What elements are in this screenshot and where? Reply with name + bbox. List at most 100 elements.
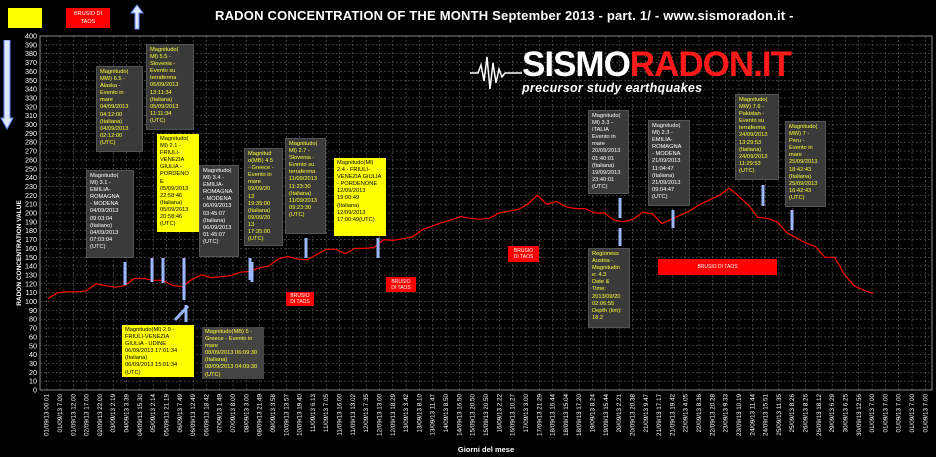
x-tick-label: 13/09/13 8.10: [416, 394, 423, 433]
x-tick-label: 16/09/13 10.27: [510, 394, 517, 437]
x-tick-label: 12/09/13 7.35: [363, 394, 370, 433]
y-tick-label: 260: [25, 155, 37, 164]
y-tick-label: 250: [25, 164, 37, 173]
brusio-marker: BRUSIO DI TAOS: [508, 246, 539, 262]
brusio-marker: BRUSIO DI TAOS: [286, 292, 314, 306]
y-tick-label: 340: [25, 85, 37, 94]
x-tick-label: 23/09/13 10.19: [736, 394, 743, 437]
y-tick-label: 220: [25, 191, 37, 200]
x-tick-label: 06/09/13 7.49: [177, 394, 184, 433]
x-tick-label: 02/09/13 22.00: [97, 394, 104, 437]
y-tick-label: 290: [25, 129, 37, 138]
y-tick-label: 310: [25, 111, 37, 120]
annotation-box: Magnitudo( MW) 7 - Peru - Evento in mare…: [785, 121, 826, 207]
annotation-box: Magnitudo( Ml) 3.4 - EMILIA- ROMAGNA - M…: [199, 165, 239, 257]
x-tick-label: 01/09/13 00.01: [44, 394, 51, 437]
y-tick-label: 40: [29, 350, 37, 359]
y-tick-label: 100: [25, 297, 37, 306]
x-tick-label: 13/09/13 11.47: [430, 394, 437, 436]
seismograph-icon: [470, 56, 522, 90]
logo-part-sismo: SISMO: [522, 45, 631, 84]
logo-subtitle: precursor study earthquakes: [522, 81, 703, 95]
y-tick-label: 180: [25, 226, 37, 235]
y-tick-label: 10: [29, 377, 37, 386]
y-tick-label: 380: [25, 49, 37, 58]
x-tick-label: 19/09/13 15.44: [603, 394, 610, 437]
annotation-box: Magnitudo( Ml) 3.1 - EMILIA- ROMAGNA - M…: [86, 170, 134, 258]
x-tick-label: 11/09/13 13.02: [350, 394, 357, 436]
annotation-box: Magnitudo(Ml) 2.9 - FRIULI-VENEZIA GIULI…: [122, 325, 194, 377]
y-tick-label: 330: [25, 93, 37, 102]
x-tick-label: 11/09/13 7.05: [323, 394, 330, 433]
brusio-marker: BRUSIO DI TAOS: [386, 277, 416, 292]
y-tick-label: 280: [25, 138, 37, 147]
pointer-arrow: [173, 304, 190, 322]
y-tick-label: 400: [25, 32, 37, 41]
annotation-box: Magnitud o(MB) 4.5 - Greece - Evento in …: [244, 148, 283, 246]
logo-part-radon: RADON.IT: [629, 45, 792, 84]
annotation-box: Magnitudo( Ml) 2.1 - FRIULI- VENEZIA GIU…: [157, 134, 199, 232]
x-tick-label: 01/09/13 7.00: [909, 394, 916, 433]
x-tick-label: 07/09/13 8.00: [230, 394, 237, 433]
annotation-box: Magnitudo( Ml) 2.3 - EMILIA- ROMAGNA - M…: [648, 120, 690, 206]
x-tick-label: 04/09/13 15.30: [137, 394, 144, 437]
x-tick-label: 24/09/13 11.44: [749, 394, 756, 436]
x-tick-label: 17/09/13 21.29: [536, 394, 543, 437]
logo-text: SISMORADON.IT: [522, 45, 792, 85]
annotation-box: Magnitudo( Ml) 3.3 - ITALIA Evento in ma…: [588, 110, 629, 194]
x-tick-label: 25/09/13 11.35: [776, 394, 783, 436]
x-tick-label: 18/09/13 16.44: [550, 394, 557, 437]
sismoradon-logo: SISMORADON.IT precursor study earthquake…: [470, 45, 792, 105]
x-tick-label: 15/09/13 20.50: [470, 394, 477, 437]
x-tick-label: 30/09/13 6.25: [842, 394, 849, 433]
y-tick-label: 270: [25, 147, 37, 156]
x-tick-label: 11/09/13 6.13: [310, 394, 317, 433]
y-tick-label: 200: [25, 209, 37, 218]
x-tick-label: 06/09/13 12.49: [190, 394, 197, 437]
brusio-marker: BRUSIO DI TAOS: [658, 259, 777, 275]
y-tick-label: 130: [25, 270, 37, 279]
x-tick-label: 23/09/13 9.33: [723, 394, 730, 433]
y-tick-label: 360: [25, 67, 37, 76]
y-tick-label: 150: [25, 253, 37, 262]
y-tick-label: 230: [25, 182, 37, 191]
x-tick-label: 12/09/13 18.29: [390, 394, 397, 437]
y-tick-label: 90: [29, 306, 37, 315]
y-tick-label: 140: [25, 262, 37, 271]
y-tick-label: 210: [25, 200, 37, 209]
x-tick-label: 22/09/13 4.05: [683, 394, 690, 433]
x-axis-label: Giorni del mese: [458, 445, 514, 454]
y-axis-label: RADON CONCENTRATION VALUE: [16, 200, 23, 306]
annotation-box: Regioness Austria - Magnitudin e: 4.3 Da…: [588, 248, 630, 328]
x-tick-label: 21/09/13 9.47: [643, 394, 650, 433]
y-tick-label: 190: [25, 217, 37, 226]
x-tick-label: 01/09/13 7.00: [896, 394, 903, 433]
y-tick-label: 370: [25, 58, 37, 67]
annotation-box: Magnitudo(MB) 5 - Greece - Evento in mar…: [202, 327, 264, 379]
x-tick-label: 01/09/13 7.00: [922, 394, 929, 433]
y-tick-label: 350: [25, 76, 37, 85]
annotation-box: Magnitudo( MW) 6.5 - Alaska - Evento in …: [96, 66, 143, 152]
x-tick-label: 10/09/13 19.40: [297, 394, 304, 437]
annotation-box: Magnitudo( MW) 7.6 - Pakistan - Evento s…: [735, 94, 779, 180]
x-tick-label: 17/09/13 3.00: [523, 394, 530, 433]
x-tick-label: 13/09/13 3.42: [403, 394, 410, 433]
x-tick-label: 07/09/13 1.49: [217, 394, 224, 433]
x-tick-label: 05/09/13 2.14: [150, 394, 157, 433]
y-tick-label: 110: [26, 288, 37, 297]
x-tick-label: 14/09/13 8.50: [443, 394, 450, 433]
x-tick-label: 24/09/13 15.51: [763, 394, 770, 437]
y-tick-label: 390: [25, 40, 37, 49]
x-tick-label: 14/09/13 16.50: [456, 394, 463, 437]
x-tick-label: 03/09/13 2.19: [110, 394, 117, 433]
x-tick-label: 09/09/13 3.58: [270, 394, 277, 433]
y-tick-label: 240: [25, 173, 37, 182]
x-tick-label: 01/09/13 7.00: [57, 394, 64, 433]
arrow-down-icon: [0, 40, 14, 130]
annotation-box: Magnitudo( Ml) 5.5 - Slovenia - Evento s…: [146, 44, 194, 130]
x-tick-label: 26/09/13 18.12: [816, 394, 823, 437]
y-tick-label: 50: [29, 341, 37, 350]
chart-title: RADON CONCENTRATION OF THE MONTH Septemb…: [215, 8, 794, 23]
x-tick-label: 18/09/13 15.04: [563, 394, 570, 437]
x-tick-label: 20/09/13 20.38: [629, 394, 636, 437]
